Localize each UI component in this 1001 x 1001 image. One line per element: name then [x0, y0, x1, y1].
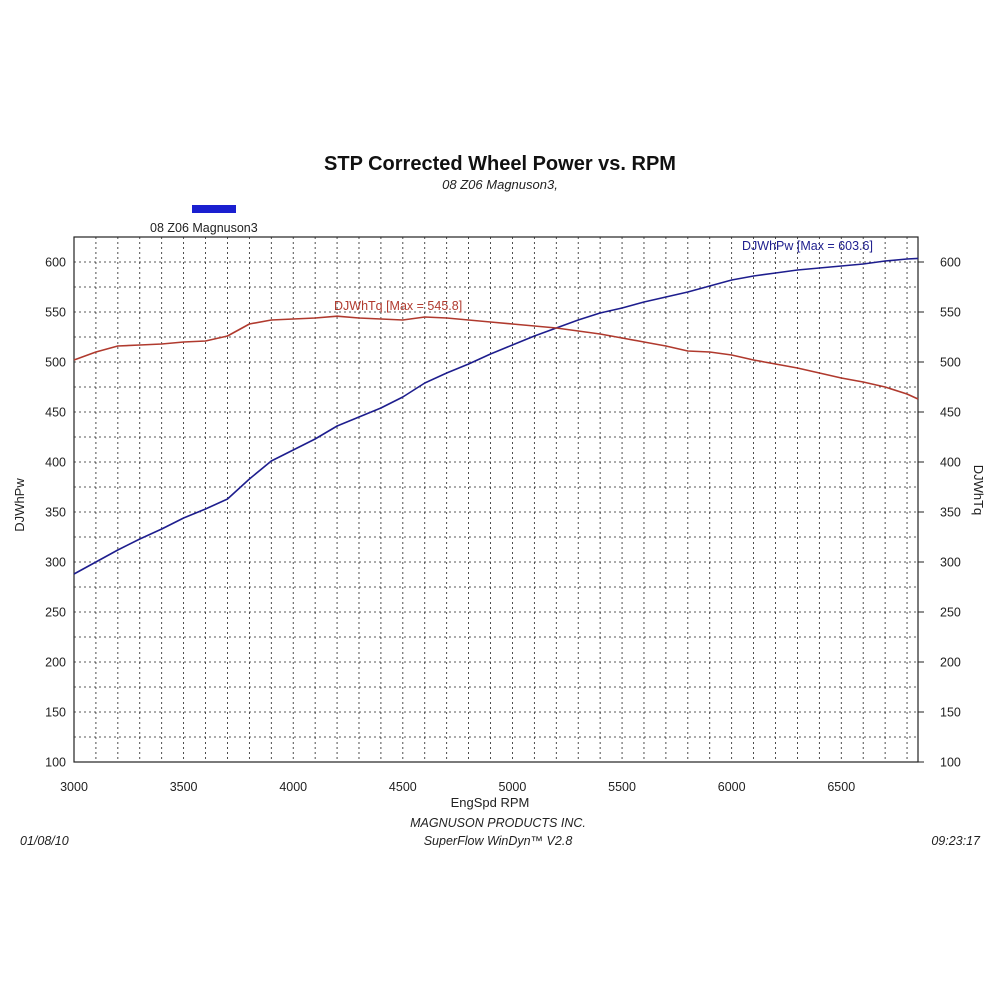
y-right-tick-label: 500 — [940, 356, 961, 370]
y-right-tick-label: 450 — [940, 406, 961, 420]
tq-max-label: DJWhTq [Max = 545.8] — [334, 299, 462, 313]
y-left-tick-label: 550 — [45, 306, 66, 320]
y-right-tick-label: 550 — [940, 306, 961, 320]
y-left-tick-label: 350 — [45, 506, 66, 520]
hp-max-label: DJWhPw [Max = 603.6] — [742, 239, 873, 253]
footer-company: MAGNUSON PRODUCTS INC. — [410, 816, 586, 830]
y-left-tick-label: 400 — [45, 456, 66, 470]
y-left-tick-label: 300 — [45, 556, 66, 570]
y-axis-left-label: DJWhPw — [12, 478, 27, 532]
series-line-djwhpw — [73, 257, 919, 575]
y-right-tick-label: 300 — [940, 556, 961, 570]
y-left-tick-label: 150 — [45, 706, 66, 720]
x-axis-label: EngSpd RPM — [451, 795, 530, 810]
y-right-tick-label: 200 — [940, 656, 961, 670]
x-tick-label: 5000 — [499, 780, 527, 794]
chart-title: STP Corrected Wheel Power vs. RPM — [324, 153, 676, 175]
x-tick-label: 6000 — [718, 780, 746, 794]
x-tick-label: 4000 — [279, 780, 307, 794]
y-left-tick-label: 200 — [45, 656, 66, 670]
y-right-tick-label: 400 — [940, 456, 961, 470]
y-left-tick-label: 500 — [45, 356, 66, 370]
x-tick-label: 4500 — [389, 780, 417, 794]
footer-software: SuperFlow WinDyn™ V2.8 — [424, 834, 573, 848]
y-right-tick-label: 250 — [940, 606, 961, 620]
y-axis-left-ticks: 100 150 200 250 300 350 400 450 500 550 600 — [45, 256, 66, 770]
chart-subtitle: 08 Z06 Magnuson3, — [442, 177, 558, 192]
x-tick-label: 3000 — [60, 780, 88, 794]
footer-date: 01/08/10 — [20, 834, 69, 848]
y-right-tick-label: 350 — [940, 506, 961, 520]
plot-frame — [73, 236, 919, 763]
y-right-tick-label: 600 — [940, 256, 961, 270]
y-left-tick-label: 450 — [45, 406, 66, 420]
y-left-tick-label: 100 — [45, 756, 66, 770]
legend: 08 Z06 Magnuson3 — [150, 205, 258, 235]
y-axis-right-label: DJWhTq — [971, 465, 986, 516]
x-tick-label: 6500 — [827, 780, 855, 794]
x-axis-ticks: 3000 3500 4000 4500 5000 5500 6000 6500 — [60, 780, 855, 794]
footer-time: 09:23:17 — [931, 834, 981, 848]
y-axis-right-ticks: 100 150 200 250 300 350 400 450 500 550 600 — [918, 256, 961, 770]
series-line-djwhtq — [73, 315, 919, 400]
y-left-tick-label: 600 — [45, 256, 66, 270]
y-right-tick-label: 150 — [940, 706, 961, 720]
series-lines — [73, 257, 919, 575]
plot-grid — [74, 237, 918, 762]
legend-swatch — [192, 205, 236, 213]
y-left-tick-label: 250 — [45, 606, 66, 620]
y-right-tick-label: 100 — [940, 756, 961, 770]
x-tick-label: 5500 — [608, 780, 636, 794]
x-tick-label: 3500 — [170, 780, 198, 794]
legend-entry-label: 08 Z06 Magnuson3 — [150, 221, 258, 235]
